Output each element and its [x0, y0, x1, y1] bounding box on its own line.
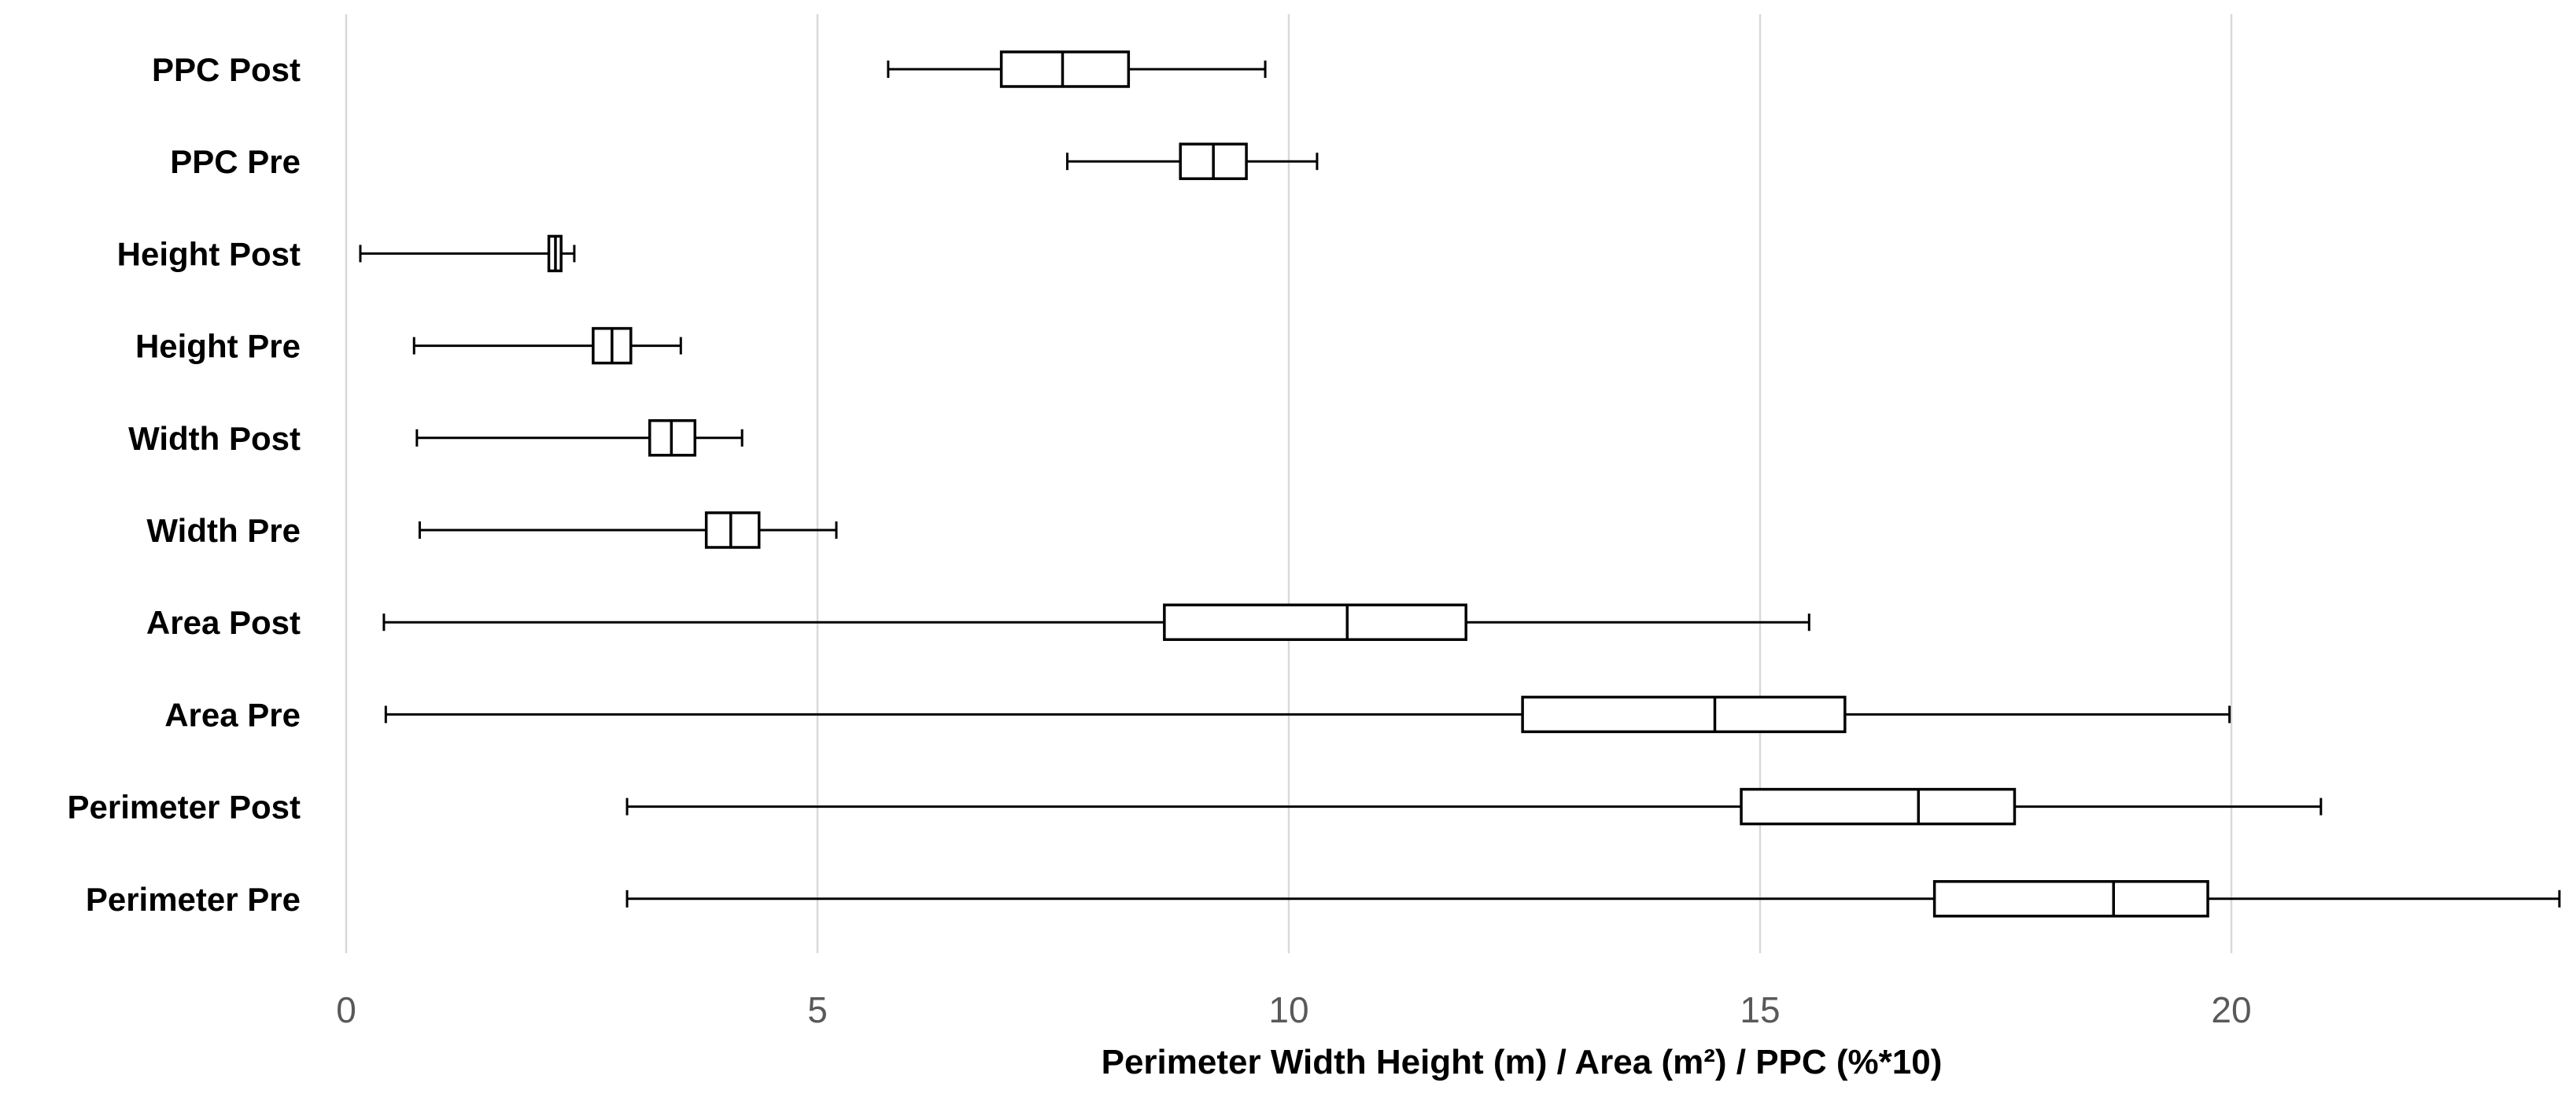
box-ppc-pre [1065, 142, 1319, 180]
iqr-box-perimeter-post [1740, 787, 2017, 826]
box-perimeter-post [626, 787, 2323, 826]
x-tick-label-15: 15 [1740, 989, 1780, 1030]
category-label-area-post: Area Post [146, 604, 301, 641]
x-axis-title: Perimeter Width Height (m) / Area (m²) /… [1102, 1043, 1943, 1081]
category-label-width-pre: Width Pre [146, 512, 301, 549]
iqr-box-area-pre [1521, 695, 1847, 734]
x-axis-ticks: 0 5 10 15 20 [336, 989, 2251, 1030]
boxes [359, 50, 2561, 918]
category-label-perimeter-post: Perimeter Post [68, 789, 301, 826]
category-labels: PPC Post PPC Pre Height Post Height Pre Widt… [68, 51, 301, 918]
category-label-area-pre: Area Pre [164, 696, 301, 733]
box-area-pre [384, 695, 2231, 734]
box-height-pre [412, 326, 682, 365]
x-tick-label-10: 10 [1268, 989, 1308, 1030]
category-label-height-post: Height Post [117, 235, 301, 272]
box-height-post [359, 234, 576, 273]
x-tick-label-0: 0 [336, 989, 356, 1030]
x-tick-label-20: 20 [2211, 989, 2251, 1030]
x-tick-label-5: 5 [807, 989, 828, 1030]
iqr-box-perimeter-pre [1932, 880, 2209, 918]
category-label-perimeter-pre: Perimeter Pre [86, 881, 301, 918]
box-perimeter-pre [626, 880, 2561, 918]
category-label-width-post: Width Post [128, 420, 301, 457]
iqr-box-area-post [1163, 603, 1467, 641]
category-label-ppc-post: PPC Post [152, 51, 301, 88]
box-ppc-post [887, 50, 1267, 88]
box-area-post [382, 603, 1810, 641]
iqr-box-width-pre [704, 511, 761, 549]
category-label-ppc-pre: PPC Pre [170, 143, 301, 180]
box-width-post [415, 419, 744, 457]
iqr-box-ppc-post [999, 50, 1131, 88]
box-width-pre [418, 511, 838, 549]
category-label-height-pre: Height Pre [135, 328, 301, 365]
